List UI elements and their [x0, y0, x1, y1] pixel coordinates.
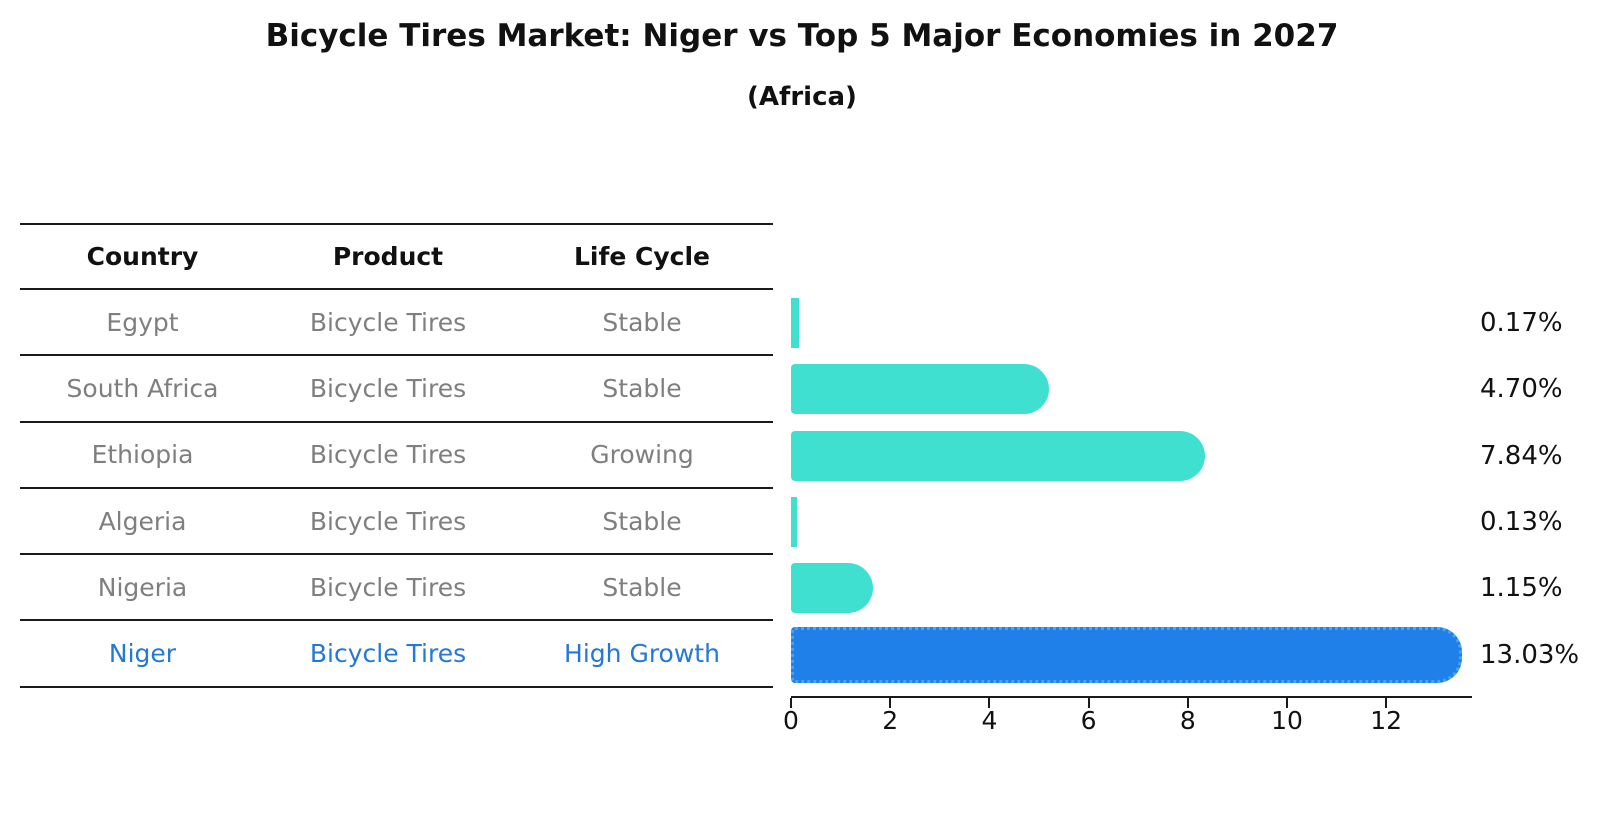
- cell-life-cycle: Growing: [590, 440, 694, 470]
- bar-nigeria: [791, 563, 874, 614]
- value-label-algeria: 0.13%: [1480, 507, 1563, 538]
- value-label-south-africa: 4.70%: [1480, 374, 1563, 405]
- cell-life-cycle: Stable: [602, 572, 682, 602]
- chart-subtitle: (Africa): [747, 82, 857, 112]
- bar-south-africa: [791, 364, 1050, 415]
- table-body: Egypt Bicycle Tires Stable South Africa Bicy…: [20, 290, 773, 688]
- x-axis-tick-label: 8: [1179, 706, 1196, 735]
- value-label-nigeria: 1.15%: [1480, 573, 1563, 604]
- column-header-country: Country: [86, 242, 199, 271]
- x-axis-tick: [790, 698, 792, 708]
- cell-country: Egypt: [106, 307, 179, 337]
- table-row: Algeria Bicycle Tires Stable: [20, 489, 773, 556]
- x-axis-tick: [1186, 698, 1189, 708]
- cell-life-cycle: Stable: [602, 373, 682, 403]
- table-row: South Africa Bicycle Tires Stable: [20, 356, 773, 423]
- x-axis-tick-label: 0: [783, 706, 799, 735]
- table-row: Ethiopia Bicycle Tires Growing: [20, 423, 773, 489]
- bar-ethiopia: [791, 430, 1205, 481]
- bar-niger: [791, 626, 1463, 683]
- x-axis-tick-label: 4: [981, 706, 998, 735]
- x-axis-tick: [889, 698, 892, 708]
- x-axis-tick: [1285, 698, 1288, 708]
- x-axis-tick: [1087, 698, 1090, 708]
- x-axis-tick-label: 2: [882, 706, 899, 735]
- value-label-niger: 13.03%: [1480, 639, 1580, 670]
- value-label-ethiopia: 7.84%: [1480, 440, 1563, 471]
- x-axis-spine: [791, 696, 1472, 698]
- country-table: Country Product Life Cycle Egypt Bicycle …: [20, 223, 773, 688]
- value-label-egypt: 0.17%: [1480, 308, 1563, 339]
- x-axis-tick-label: 6: [1080, 706, 1097, 735]
- bar-algeria: [791, 497, 798, 548]
- cell-product: Bicycle Tires: [309, 307, 467, 337]
- x-axis-tick-label: 12: [1370, 706, 1403, 735]
- cell-country: Nigeria: [97, 572, 188, 602]
- table-row: Niger Bicycle Tires High Growth: [20, 621, 773, 688]
- x-axis-tick-label: 10: [1271, 706, 1303, 735]
- cell-country: South Africa: [66, 373, 219, 403]
- table-row: Nigeria Bicycle Tires Stable: [20, 555, 773, 622]
- cell-product: Bicycle Tires: [309, 373, 467, 403]
- x-axis-tick: [1385, 698, 1388, 708]
- cell-country: Algeria: [98, 506, 187, 536]
- chart-title: Bicycle Tires Market: Niger vs Top 5 Maj…: [265, 18, 1339, 54]
- cell-life-cycle: Stable: [602, 506, 682, 536]
- table-row: Egypt Bicycle Tires Stable: [20, 290, 773, 357]
- cell-product: Bicycle Tires: [309, 506, 467, 536]
- bar-plot-area: [791, 290, 1470, 688]
- cell-life-cycle: High Growth: [564, 639, 720, 669]
- bar-egypt: [791, 298, 800, 349]
- x-axis-tick: [988, 698, 991, 708]
- cell-product: Bicycle Tires: [309, 572, 467, 602]
- cell-product: Bicycle Tires: [309, 440, 467, 470]
- table-header-row: Country Product Life Cycle: [20, 223, 773, 290]
- column-header-life-cycle: Life Cycle: [573, 242, 711, 271]
- cell-country: Niger: [108, 639, 177, 669]
- cell-life-cycle: Stable: [602, 307, 682, 337]
- cell-country: Ethiopia: [91, 440, 194, 470]
- column-header-product: Product: [332, 242, 444, 271]
- cell-product: Bicycle Tires: [309, 639, 467, 669]
